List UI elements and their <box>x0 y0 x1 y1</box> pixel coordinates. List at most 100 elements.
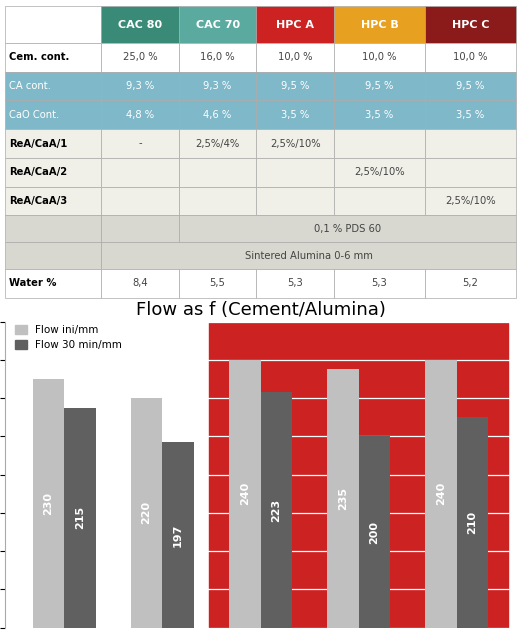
Bar <box>209 321 508 628</box>
Bar <box>334 269 425 298</box>
Text: 5,3: 5,3 <box>371 278 387 288</box>
Bar <box>5 100 101 129</box>
Bar <box>5 216 101 242</box>
Bar <box>256 72 334 100</box>
Text: ReA/CaA/1: ReA/CaA/1 <box>9 139 68 148</box>
Bar <box>179 72 256 100</box>
Bar <box>256 6 334 43</box>
Bar <box>101 6 179 43</box>
Text: 5,5: 5,5 <box>209 278 226 288</box>
Text: 215: 215 <box>75 506 85 529</box>
Text: 235: 235 <box>338 487 348 510</box>
Text: 9,5 %: 9,5 % <box>365 81 394 91</box>
Text: 9,3 %: 9,3 % <box>126 81 154 91</box>
Text: 10,0 %: 10,0 % <box>278 53 313 62</box>
Bar <box>5 269 101 298</box>
Bar <box>426 360 457 628</box>
Text: 8,4: 8,4 <box>132 278 148 288</box>
Text: 220: 220 <box>142 501 152 524</box>
Bar <box>179 129 256 158</box>
Bar <box>101 43 179 72</box>
Text: 2,5%/10%: 2,5%/10% <box>445 196 495 206</box>
Bar <box>334 72 425 100</box>
Bar <box>334 6 425 43</box>
Text: Sintered Alumina 0-6 mm: Sintered Alumina 0-6 mm <box>244 250 373 261</box>
Text: 5,3: 5,3 <box>288 278 303 288</box>
Bar <box>256 100 334 129</box>
Bar <box>256 186 334 216</box>
Text: 200: 200 <box>369 521 379 543</box>
Bar <box>229 360 260 628</box>
Bar <box>179 43 256 72</box>
Text: 5,2: 5,2 <box>463 278 478 288</box>
Bar <box>179 186 256 216</box>
Bar <box>179 216 516 242</box>
Text: 10,0 %: 10,0 % <box>362 53 396 62</box>
Bar <box>101 129 179 158</box>
Text: 197: 197 <box>173 523 183 547</box>
Bar <box>457 417 488 628</box>
Bar <box>425 269 516 298</box>
Text: CAC 80: CAC 80 <box>118 20 162 30</box>
Text: 2,5%/4%: 2,5%/4% <box>195 139 240 148</box>
Text: 25,0 %: 25,0 % <box>122 53 157 62</box>
Bar <box>425 72 516 100</box>
Text: 230: 230 <box>43 492 54 515</box>
Text: 9,3 %: 9,3 % <box>204 81 232 91</box>
Text: 2,5%/10%: 2,5%/10% <box>270 139 320 148</box>
Text: 4,8 %: 4,8 % <box>126 110 154 120</box>
Bar <box>334 129 425 158</box>
Bar <box>101 100 179 129</box>
Bar <box>256 129 334 158</box>
Bar <box>179 158 256 186</box>
Text: CA cont.: CA cont. <box>9 81 51 91</box>
Bar <box>179 6 256 43</box>
Bar <box>101 269 179 298</box>
Text: Cem. cont.: Cem. cont. <box>9 53 70 62</box>
Bar <box>334 100 425 129</box>
Text: ReA/CaA/2: ReA/CaA/2 <box>9 167 67 178</box>
Text: 9,5 %: 9,5 % <box>456 81 485 91</box>
Text: 240: 240 <box>436 482 446 505</box>
Text: 2,5%/10%: 2,5%/10% <box>354 167 405 178</box>
Text: HPC A: HPC A <box>276 20 314 30</box>
Bar <box>5 186 101 216</box>
Bar <box>5 72 101 100</box>
Text: 16,0 %: 16,0 % <box>200 53 235 62</box>
Bar <box>179 100 256 129</box>
Bar <box>5 158 101 186</box>
Bar <box>334 158 425 186</box>
Text: 4,6 %: 4,6 % <box>204 110 232 120</box>
Text: 223: 223 <box>271 498 281 522</box>
Bar <box>131 398 163 628</box>
Text: 210: 210 <box>467 511 478 534</box>
Bar <box>101 216 179 242</box>
Text: 3,5 %: 3,5 % <box>281 110 309 120</box>
Bar <box>425 158 516 186</box>
Bar <box>101 72 179 100</box>
Bar <box>5 242 101 269</box>
Text: CAC 70: CAC 70 <box>195 20 240 30</box>
Bar <box>163 442 194 628</box>
Text: ReA/CaA/3: ReA/CaA/3 <box>9 196 67 206</box>
Bar <box>256 158 334 186</box>
Legend: Flow ini/mm, Flow 30 min/mm: Flow ini/mm, Flow 30 min/mm <box>10 321 127 354</box>
Text: 0,1 % PDS 60: 0,1 % PDS 60 <box>314 224 381 234</box>
Bar <box>5 43 101 72</box>
Bar <box>260 392 292 628</box>
Text: 240: 240 <box>240 482 250 505</box>
Bar <box>179 269 256 298</box>
Text: CaO Cont.: CaO Cont. <box>9 110 59 120</box>
Bar <box>101 242 516 269</box>
Bar <box>64 408 95 628</box>
Bar <box>425 129 516 158</box>
Text: 3,5 %: 3,5 % <box>365 110 393 120</box>
Bar <box>425 186 516 216</box>
Text: HPC B: HPC B <box>361 20 399 30</box>
Bar <box>425 43 516 72</box>
Bar <box>334 43 425 72</box>
Bar <box>101 186 179 216</box>
Text: HPC C: HPC C <box>452 20 489 30</box>
Bar <box>256 43 334 72</box>
Bar <box>5 6 101 43</box>
